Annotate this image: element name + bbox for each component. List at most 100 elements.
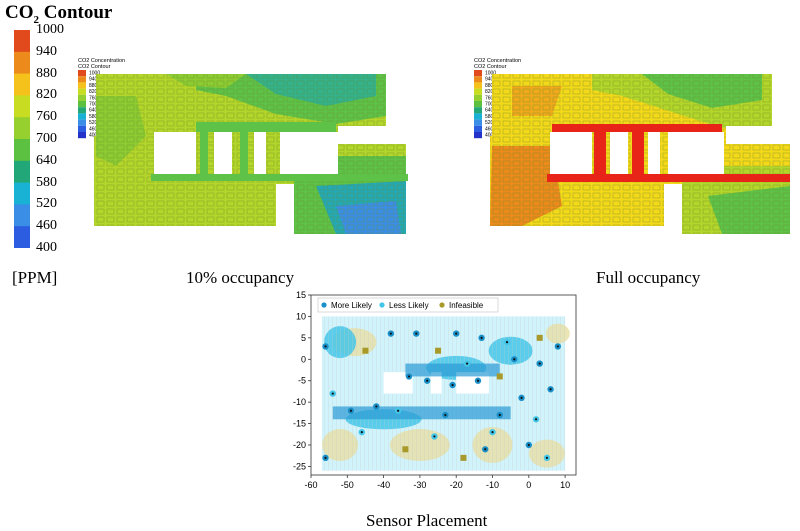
mini-legend-swatch (78, 113, 86, 120)
colorbar-tick-label: 580 (36, 174, 57, 190)
mini-legend-swatch (78, 88, 86, 95)
sensor-marker (513, 358, 516, 361)
mini-legend-tick: 640 (89, 108, 98, 114)
corridor (405, 363, 500, 377)
colorbar-tick-label: 520 (36, 196, 57, 212)
colorbar-tick-label: 760 (36, 109, 57, 125)
infeasible-point (460, 454, 467, 461)
mini-legend-tick: 760 (485, 95, 494, 101)
sensor-marker (451, 383, 454, 387)
contour-map-full-occupancy: CO2 Concentration CO2 Contour 1000940880… (474, 58, 790, 234)
y-tick-label: -15 (293, 419, 306, 429)
sensor-marker (375, 405, 378, 408)
sensor-marker (324, 456, 327, 459)
caption-sensor-placement: Sensor Placement (366, 511, 488, 530)
sensor-marker (349, 409, 353, 412)
corridor (332, 406, 511, 420)
colorbar-band (14, 139, 30, 162)
legend-marker (379, 302, 385, 308)
colorbar-tick-label: 400 (36, 240, 57, 255)
caption-10-percent: 10% occupancy (186, 268, 295, 287)
sensor-marker (465, 362, 469, 365)
x-tick-label: -20 (450, 480, 463, 490)
legend-box (317, 297, 499, 313)
legend-title: CO2 Concentration (78, 58, 125, 64)
sensor-placement-chart: -60 -50 -40 -30 -20 -10 0 10 15 10 5 0 -5 -10 -15 -20 -2… (293, 290, 577, 490)
colorbar-tick-label: 1000 (36, 22, 64, 37)
mini-legend-swatch (78, 132, 86, 139)
sensor-marker (520, 396, 523, 399)
mini-legend-tick: 580 (89, 114, 98, 120)
infeasible-point (496, 373, 503, 380)
mini-legend-tick: 700 (485, 102, 494, 108)
y-tick-label: 5 (301, 333, 306, 343)
legend-label: Less Likely (389, 301, 429, 310)
mini-legend-tick: 1000 (485, 71, 496, 77)
colorbar-band (14, 160, 30, 184)
infeasible-point (402, 446, 409, 453)
x-tick-label: -40 (377, 480, 390, 490)
sensor-marker (534, 418, 538, 421)
infeasible-point (435, 347, 442, 354)
sensor-marker (538, 362, 541, 365)
colorbar-tick-label: 940 (36, 43, 57, 59)
legend-label: More Likely (331, 301, 372, 310)
x-tick-label: -10 (486, 480, 499, 490)
sensor-marker (455, 332, 458, 335)
mini-legend-tick: 1000 (89, 71, 100, 77)
y-tick-label: -5 (298, 376, 306, 386)
colorbar-band (14, 117, 30, 140)
mini-legend-tick: 820 (485, 89, 494, 95)
mini-legend-swatch (78, 119, 86, 126)
legend-marker (439, 302, 445, 308)
core-opening (430, 372, 442, 394)
colorbar-band (14, 204, 30, 227)
x-tick-label: -60 (304, 480, 317, 490)
sensor-marker (545, 456, 549, 459)
sensor-marker (505, 341, 509, 344)
x-tick-label: -50 (341, 480, 354, 490)
y-tick-label: -10 (293, 397, 306, 407)
mini-legend-swatch (78, 101, 86, 108)
sensor-marker (407, 375, 411, 378)
unit-label: [PPM] (12, 268, 58, 287)
colorbar-band (14, 182, 30, 205)
colorbar-band (14, 73, 30, 96)
y-tick-label: 10 (296, 311, 306, 321)
x-tick-label: 10 (560, 480, 570, 490)
mini-legend-tick: 760 (89, 95, 98, 101)
sensor-marker (433, 435, 436, 438)
mini-legend-swatch (474, 101, 482, 108)
caption-full-occupancy: Full occupancy (596, 268, 701, 287)
sensor-marker (389, 332, 392, 335)
mini-legend-swatch (474, 82, 482, 89)
colorbar (14, 30, 30, 248)
mini-legend-tick: 520 (89, 120, 98, 126)
sensor-marker (360, 431, 363, 434)
colorbar-tick-label: 880 (36, 65, 57, 81)
colorbar-band (14, 95, 30, 118)
mini-legend-swatch (474, 76, 482, 83)
sensor-marker (476, 379, 480, 382)
mini-legend-tick: 400 (485, 133, 494, 139)
mini-legend-swatch (474, 125, 482, 132)
mini-legend-tick: 460 (485, 126, 494, 132)
colorbar-band (14, 51, 30, 75)
sensor-marker (549, 388, 552, 391)
mini-legend-tick: 580 (485, 114, 494, 120)
sensor-marker (415, 332, 418, 335)
mini-legend-swatch (474, 132, 482, 139)
legend-title: CO2 Concentration (474, 58, 521, 64)
mini-legend-swatch (78, 107, 86, 114)
mini-legend-tick: 400 (89, 133, 98, 139)
sensor-marker (426, 379, 429, 382)
mini-legend-tick: 940 (485, 77, 494, 83)
sensor-marker (491, 431, 494, 434)
sensor-marker (397, 409, 400, 412)
colorbar-tick-label: 460 (36, 218, 57, 234)
mini-legend-swatch (78, 70, 86, 77)
mini-legend-swatch (78, 76, 86, 83)
core-opening (383, 372, 413, 394)
colorbar-tick-label: 820 (36, 87, 57, 103)
mini-legend-swatch (78, 125, 86, 132)
